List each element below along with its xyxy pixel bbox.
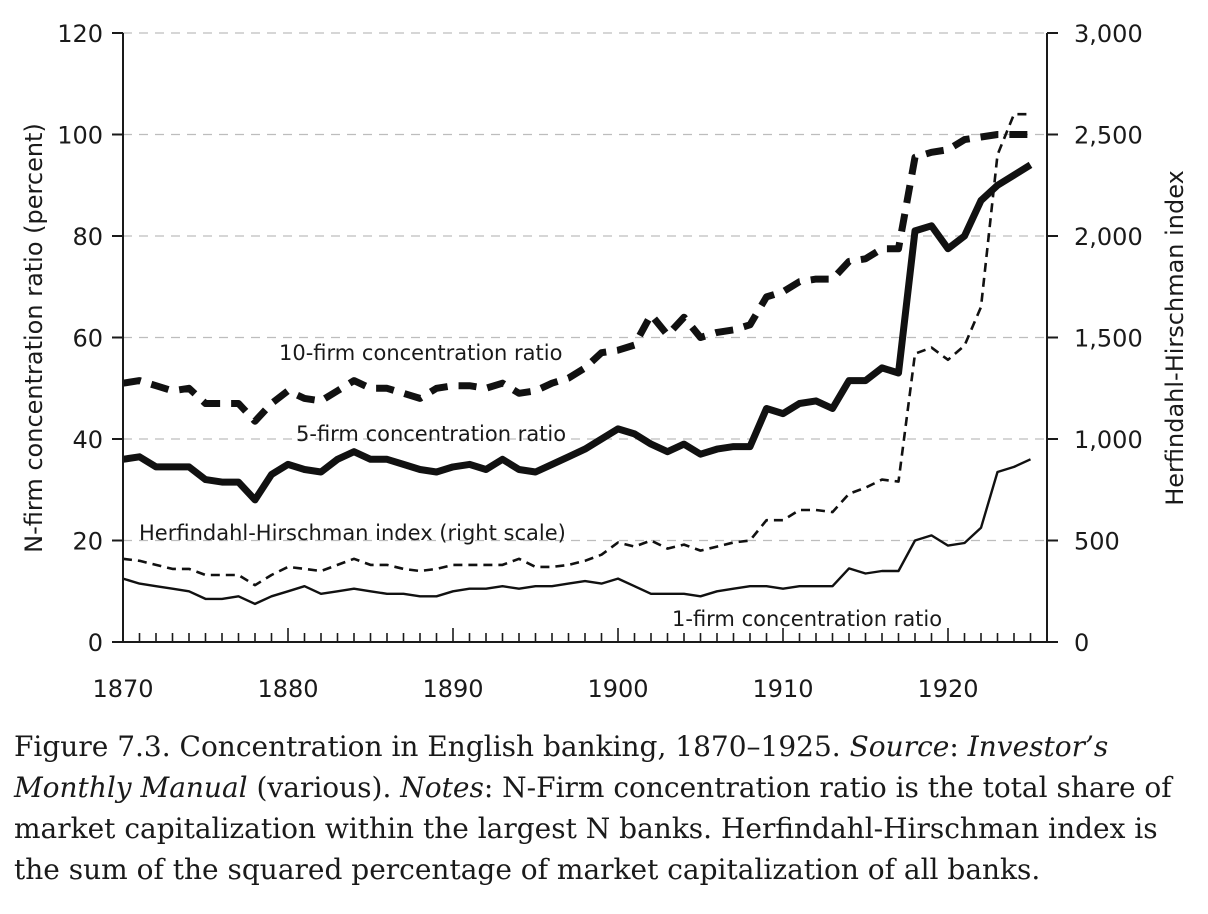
caption-source-separator: : (949, 730, 968, 763)
y-tick-label-20: 20 (72, 528, 103, 556)
y2-tick-label-1,000: 1,000 (1074, 426, 1143, 454)
y-tick-label-100: 100 (57, 122, 103, 150)
x-tick-label-1880: 1880 (257, 675, 318, 703)
caption-source-label: Source (849, 730, 950, 763)
caption-source-tail: (various). (247, 771, 401, 804)
series-label-2: Herfindahl-Hirschman index (right scale) (139, 521, 566, 545)
y2-tick-label-500: 500 (1074, 528, 1120, 556)
caption-figure-title: Figure 7.3. Concentration in English ban… (14, 730, 850, 763)
figure-caption: Figure 7.3. Concentration in English ban… (14, 726, 1199, 890)
y2-tick-label-2,000: 2,000 (1074, 223, 1143, 251)
x-tick-label-1910: 1910 (752, 675, 813, 703)
x-tick-label-1920: 1920 (917, 675, 978, 703)
series-layer (122, 112, 1033, 606)
y-tick-label-60: 60 (72, 325, 103, 353)
caption-notes-label: Notes (400, 771, 484, 804)
series-line-0 (122, 131, 1031, 425)
series-line-2 (122, 112, 1031, 587)
series-label-3: 1-firm concentration ratio (672, 607, 942, 631)
y-tick-label-80: 80 (72, 223, 103, 251)
caption-notes-text: : N-Firm concentration ratio is the tota… (14, 771, 1172, 886)
series-line-1 (122, 161, 1033, 504)
series-label-1: 5-firm concentration ratio (296, 422, 566, 446)
y2-tick-label-1,500: 1,500 (1074, 325, 1143, 353)
series-line-3 (122, 458, 1032, 606)
y2-tick-label-3,000: 3,000 (1074, 20, 1143, 48)
chart: 0 20 40 60 80 100 120 0 500 1,000 1,500 2,000 2,500 3… (20, 20, 1189, 703)
y-tick-label-120: 120 (57, 20, 103, 48)
series-labels: 10-firm concentration ratio 5-firm concen… (139, 341, 942, 631)
y2-tick-label-2,500: 2,500 (1074, 122, 1143, 150)
y2-tick-label-0: 0 (1074, 629, 1089, 657)
x-tick-label-1890: 1890 (422, 675, 483, 703)
y-tick-label-0: 0 (88, 629, 103, 657)
series-label-0: 10-firm concentration ratio (279, 341, 562, 365)
caption-source-title: Investor’s Monthly Manual (14, 730, 1109, 804)
y-tick-label-40: 40 (72, 426, 103, 454)
x-tick-label-1870: 1870 (92, 675, 153, 703)
x-tick-label-1900: 1900 (587, 675, 648, 703)
axes: 0 20 40 60 80 100 120 0 500 1,000 1,500 2,000 2,500 3… (57, 20, 1143, 703)
gridlines (123, 32, 1047, 542)
y2-axis-title: Herfindahl-Hirschman index (1161, 170, 1189, 506)
y-axis-title: N-firm concentration ratio (percent) (20, 123, 48, 553)
